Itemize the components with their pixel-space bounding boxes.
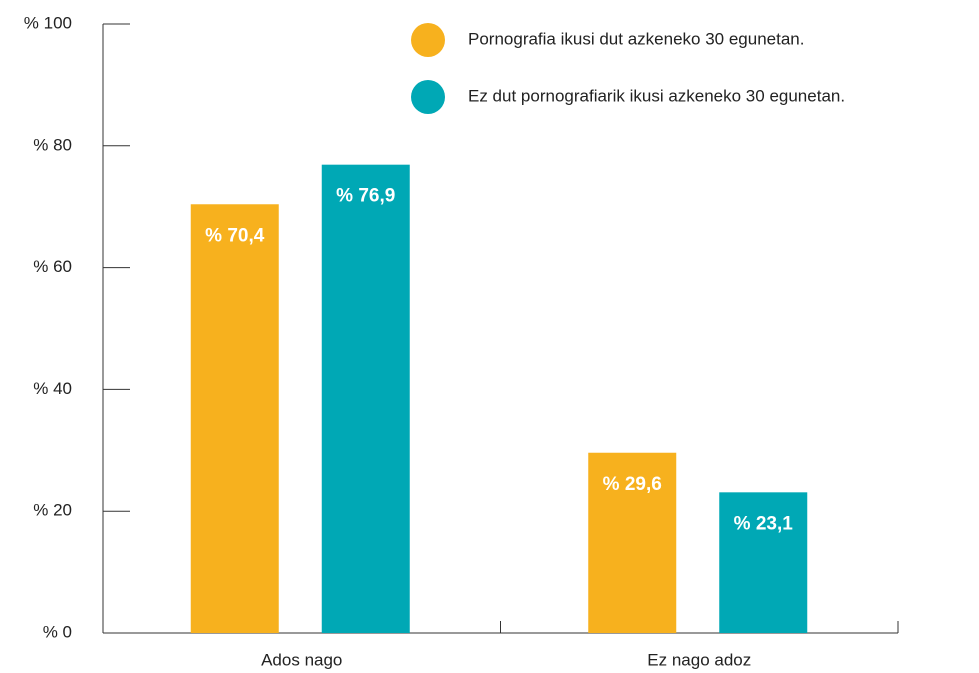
bar [190, 204, 279, 634]
y-tick-label: % 40 [33, 379, 72, 398]
legend-label: Pornografia ikusi dut azkeneko 30 egunet… [468, 29, 804, 48]
value-label: % 76,9 [336, 186, 395, 207]
y-tick-label: % 20 [33, 501, 72, 520]
legend-swatch [411, 23, 445, 57]
y-tick-label: % 100 [24, 13, 72, 32]
value-label: % 29,6 [603, 474, 662, 495]
value-label: % 23,1 [734, 513, 794, 534]
value-label: % 70,4 [205, 225, 265, 246]
x-tick-label: Ez nago adoz [647, 650, 751, 669]
y-tick-label: % 60 [33, 257, 72, 276]
bar [719, 492, 808, 633]
x-tick-label: Ados nago [261, 650, 342, 669]
y-tick-label: % 0 [43, 622, 72, 641]
legend-label: Ez dut pornografiarik ikusi azkeneko 30 … [468, 86, 845, 105]
bar [588, 452, 677, 633]
y-tick-label: % 80 [33, 135, 72, 154]
bar [321, 164, 410, 633]
legend-swatch [411, 80, 445, 114]
